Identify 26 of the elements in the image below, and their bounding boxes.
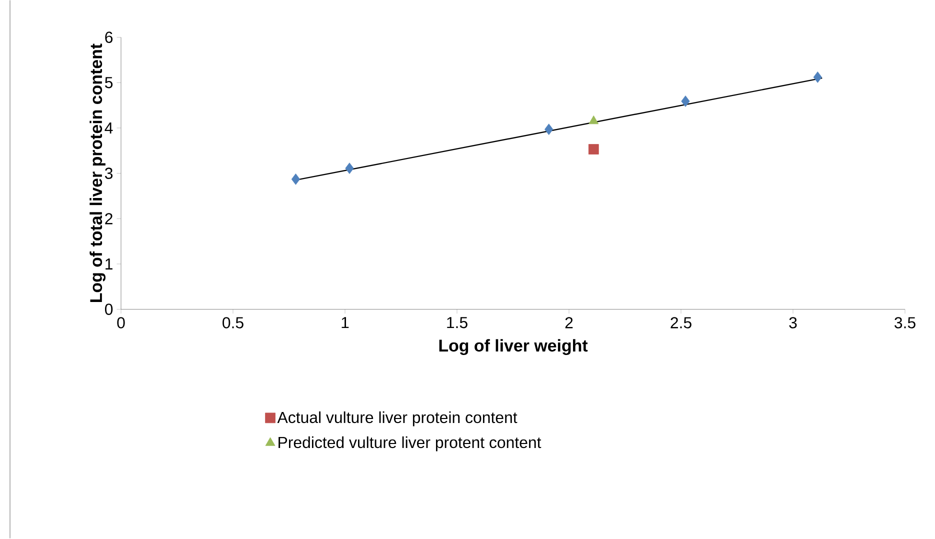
x-axis-title: Log of liver weight [439, 339, 588, 356]
y-tick-label: 3 [104, 168, 113, 180]
x-tick-label: 1.5 [447, 317, 468, 328]
point [291, 174, 300, 186]
y-tick-label: 1 [106, 258, 112, 270]
x-tick-label: 2 [565, 317, 573, 328]
x-tick-label: 3.5 [894, 317, 916, 329]
y-tick-label: 2 [105, 213, 112, 224]
point [681, 96, 690, 108]
x-tick-label: 0.5 [222, 317, 244, 329]
point [544, 124, 554, 136]
y-axis-title: Log of total liver protein content [90, 44, 106, 302]
x-tick-label: 3 [789, 317, 797, 329]
y-tick-label: 4 [104, 122, 113, 134]
point [813, 72, 822, 84]
point [588, 144, 599, 155]
point [588, 116, 599, 124]
y-tick-label: 5 [105, 77, 113, 88]
y-tick-label: 0 [104, 304, 113, 316]
legend-label: Actual vulture liver protein content [277, 412, 518, 426]
x-tick-label: 2.5 [670, 317, 692, 329]
x-tick-label: 1 [342, 317, 349, 328]
legend-label: Predicted vulture liver protent content [278, 436, 542, 452]
y-tick-label: 6 [105, 32, 113, 44]
x-tick-label: 0 [117, 317, 125, 329]
point [345, 162, 354, 174]
